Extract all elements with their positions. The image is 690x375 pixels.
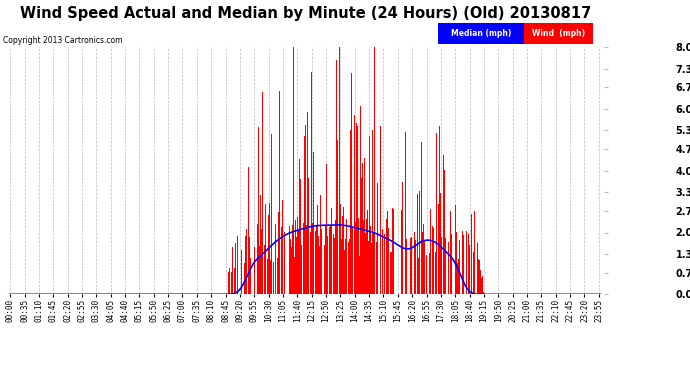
Text: Wind Speed Actual and Median by Minute (24 Hours) (Old) 20130817: Wind Speed Actual and Median by Minute (… [20,6,591,21]
Text: Median (mph): Median (mph) [451,29,511,38]
Text: Wind  (mph): Wind (mph) [533,29,585,38]
Text: Copyright 2013 Cartronics.com: Copyright 2013 Cartronics.com [3,36,123,45]
